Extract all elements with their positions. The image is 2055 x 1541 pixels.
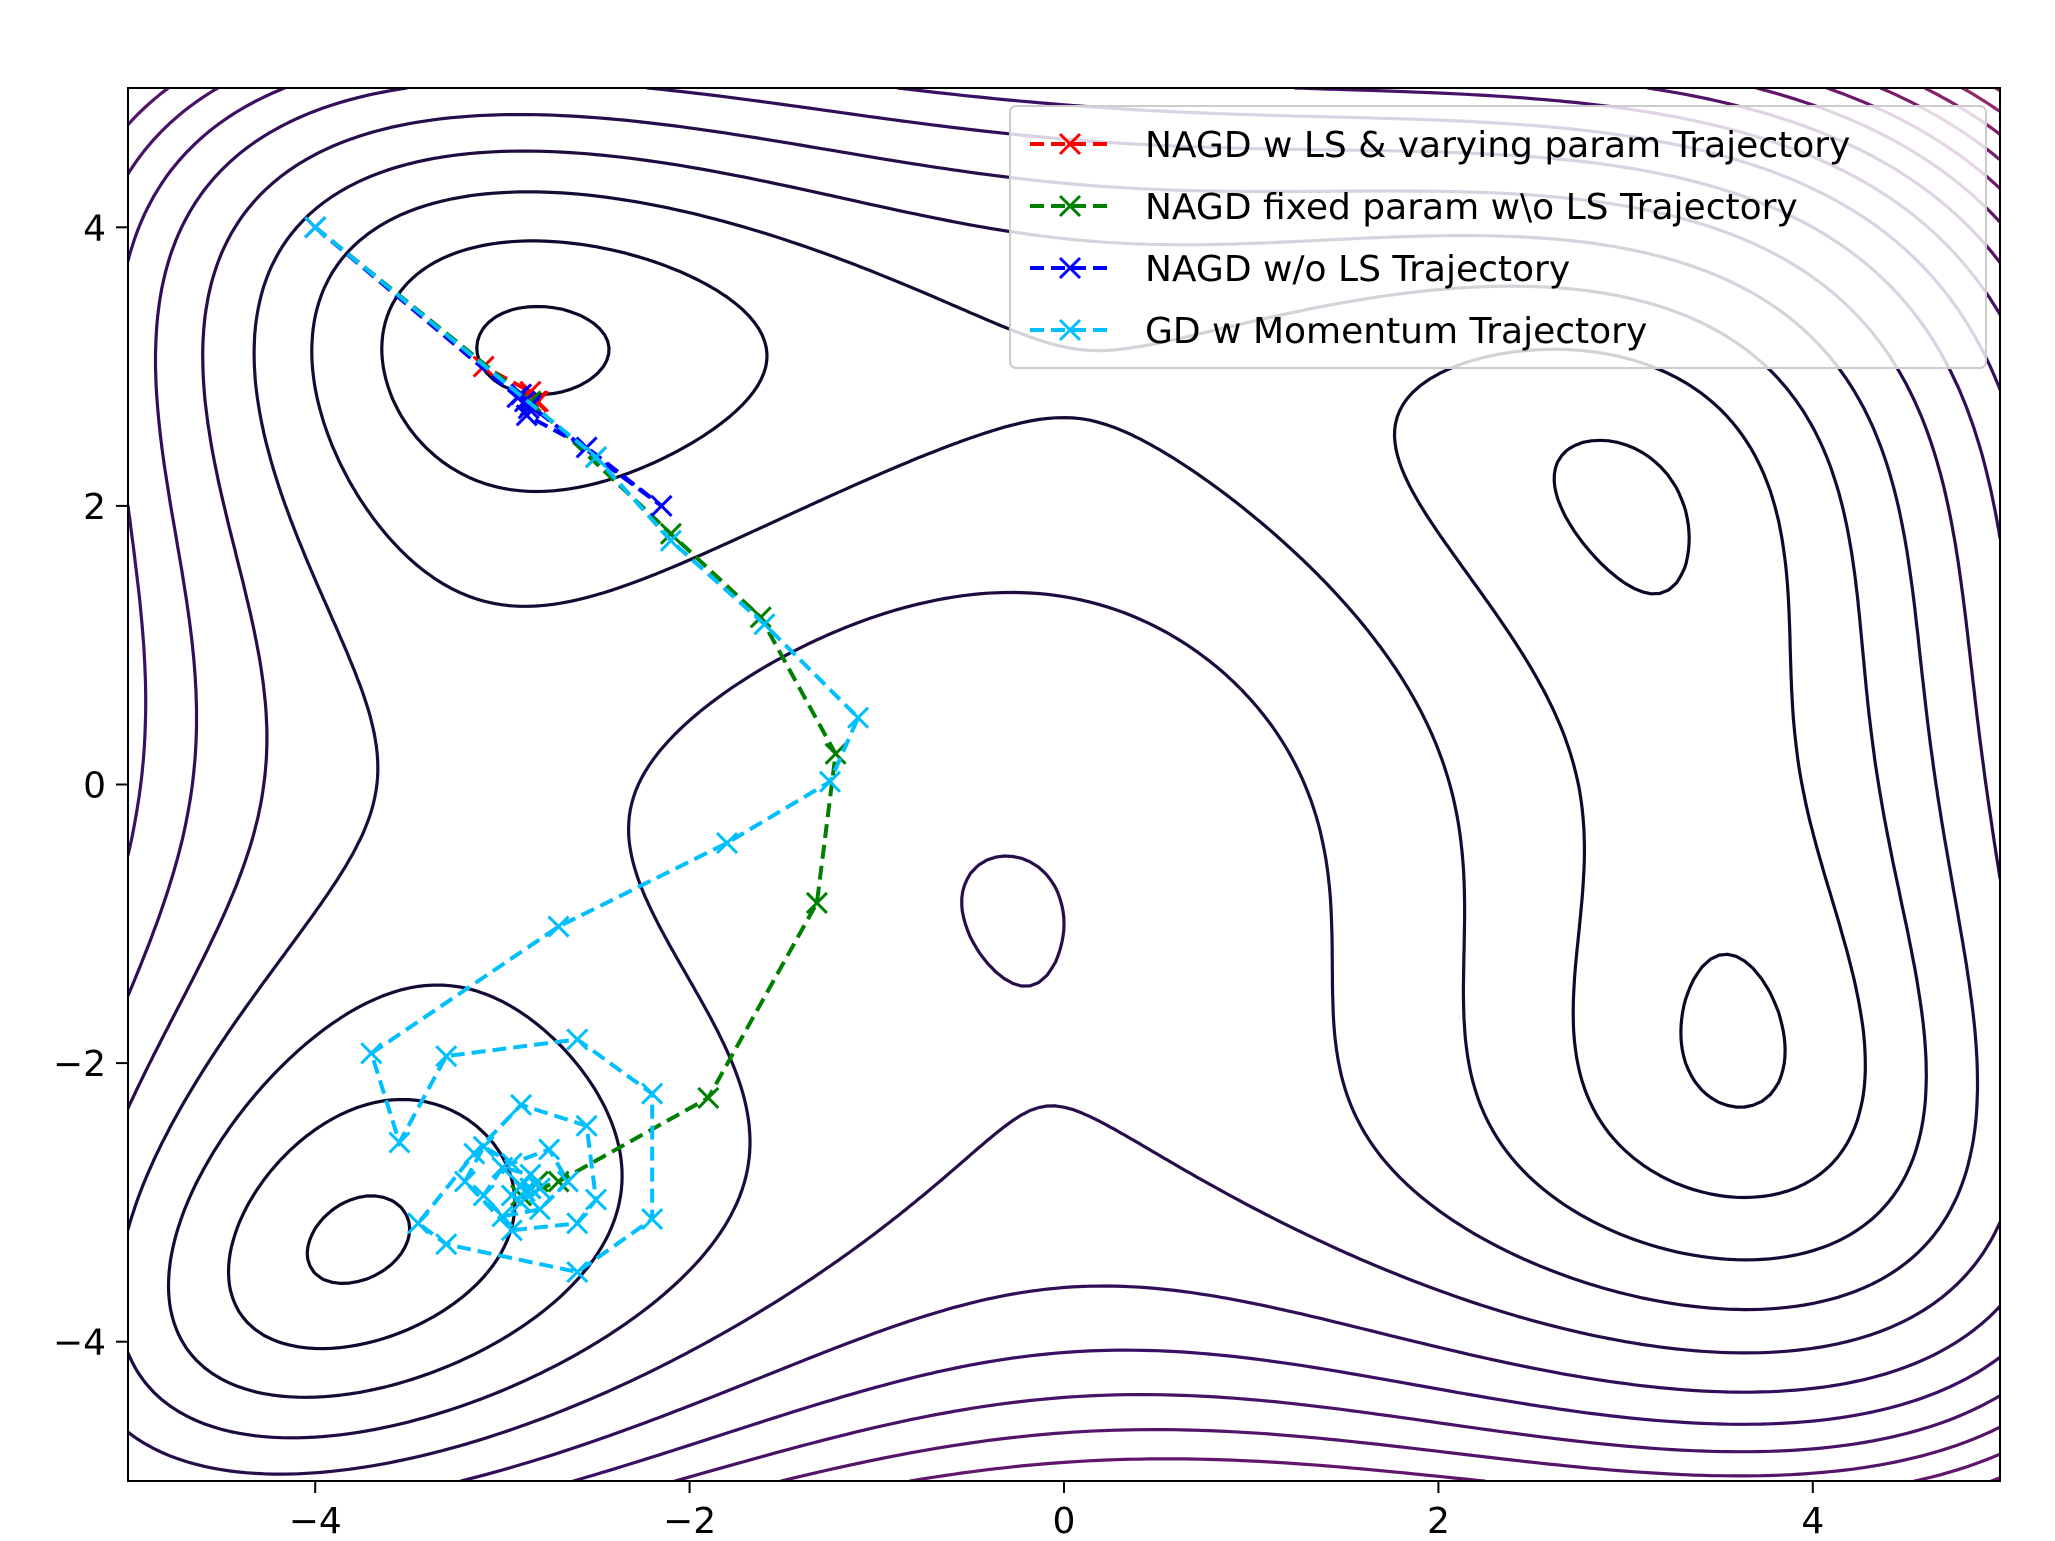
series-3-point-18 <box>510 1093 533 1116</box>
y-tick-label-1: −2 <box>53 1044 106 1085</box>
series-3-point-29 <box>491 1205 514 1228</box>
series-3-point-5 <box>818 770 842 793</box>
series-1-point-4 <box>824 742 847 765</box>
x-tick-label-4: 4 <box>1801 1501 1824 1541</box>
series-3-point-7 <box>547 915 570 938</box>
series-3-point-1 <box>584 446 608 469</box>
series-3-point-21 <box>566 1212 589 1235</box>
series-3-point-24 <box>472 1135 495 1158</box>
series-3-point-17 <box>463 1142 486 1165</box>
series-3-point-27 <box>556 1170 579 1193</box>
series-1-point-3 <box>749 606 772 629</box>
legend-marker-0 <box>1058 132 1082 156</box>
trajectories <box>304 216 870 1284</box>
x-tick-label-2: 0 <box>1053 1501 1076 1541</box>
series-3-point-4 <box>847 706 870 729</box>
series-3-point-3 <box>753 613 776 636</box>
series-3-point-13 <box>641 1208 664 1231</box>
series-3-point-8 <box>360 1042 383 1065</box>
x-axis: −4 −2 0 2 4 <box>289 1481 1824 1541</box>
x-tick-label-0: −4 <box>289 1501 342 1541</box>
contour-level-1 <box>226 239 1867 1351</box>
y-tick-label-4: 4 <box>83 208 106 249</box>
legend-label-3: GD w Momentum Trajectory <box>1145 311 1647 352</box>
series-3-point-12 <box>641 1082 664 1105</box>
series-1-point-6 <box>697 1086 720 1109</box>
series-3 <box>304 216 870 1284</box>
y-tick-label-2: 0 <box>83 766 106 807</box>
series-3-point-0 <box>304 216 327 239</box>
series-3-point-23 <box>453 1170 477 1193</box>
series-2-point-4 <box>650 494 673 517</box>
series-2-point-9 <box>517 397 540 420</box>
series-1-point-5 <box>805 891 828 914</box>
series-3-point-37 <box>519 1177 542 1200</box>
legend-label-2: NAGD w/o LS Trajectory <box>1145 249 1570 290</box>
contour-level-0 <box>305 304 1787 1285</box>
y-tick-label-3: 2 <box>83 487 106 528</box>
series-3-point-20 <box>584 1188 608 1211</box>
series-3-point-6 <box>715 831 739 855</box>
series-3-point-2 <box>659 529 682 552</box>
legend-marker-3 <box>1058 318 1082 342</box>
y-tick-label-0: −4 <box>53 1323 106 1364</box>
contour-level-2 <box>166 190 1928 1399</box>
x-tick-label-3: 2 <box>1427 1501 1450 1541</box>
series-3-point-9 <box>388 1131 411 1154</box>
series-3-point-28 <box>528 1198 551 1221</box>
series-3-point-10 <box>435 1045 458 1068</box>
series-3-point-31 <box>491 1156 514 1179</box>
series-line-1 <box>313 225 838 1198</box>
series-3-point-22 <box>500 1219 523 1242</box>
legend: NAGD w LS & varying param Trajectory NAGD… <box>1009 105 1987 369</box>
legend-box <box>1009 105 1987 369</box>
series-3-point-15 <box>435 1233 458 1256</box>
legend-marker-2 <box>1058 256 1082 280</box>
series-line-3 <box>313 225 861 1275</box>
series-1-point-2 <box>659 522 682 545</box>
series-3-point-30 <box>472 1184 495 1207</box>
legend-marker-1 <box>1058 194 1082 218</box>
series-3-point-11 <box>566 1028 589 1051</box>
series-3-point-38 <box>513 1180 536 1203</box>
series-3-point-26 <box>538 1138 561 1161</box>
series-3-point-19 <box>575 1114 598 1137</box>
legend-label-0: NAGD w LS & varying param Trajectory <box>1145 125 1850 166</box>
x-tick-label-1: −2 <box>663 1501 716 1541</box>
legend-label-1: NAGD fixed param w\o LS Trajectory <box>1145 187 1798 228</box>
y-axis: −4 −2 0 2 4 <box>53 208 128 1364</box>
series-3-point-16 <box>407 1212 430 1235</box>
series-3-point-14 <box>566 1260 589 1284</box>
series-1-point-7 <box>547 1170 570 1193</box>
